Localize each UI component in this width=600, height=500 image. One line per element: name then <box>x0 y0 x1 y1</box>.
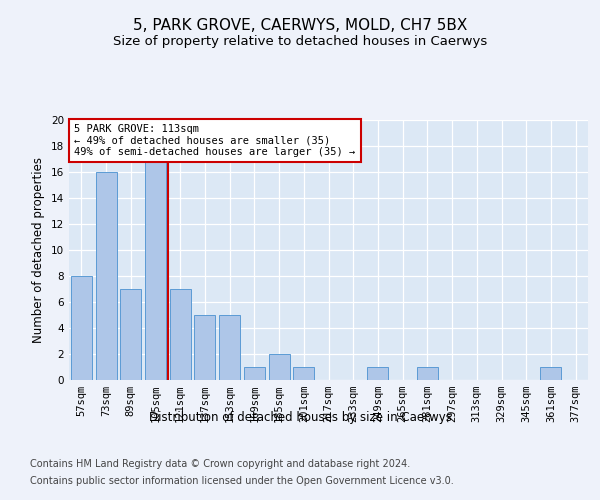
Bar <box>219 315 240 380</box>
Y-axis label: Number of detached properties: Number of detached properties <box>32 157 46 343</box>
Text: 5 PARK GROVE: 113sqm
← 49% of detached houses are smaller (35)
49% of semi-detac: 5 PARK GROVE: 113sqm ← 49% of detached h… <box>74 124 355 157</box>
Bar <box>170 289 191 380</box>
Bar <box>95 172 116 380</box>
Text: Distribution of detached houses by size in Caerwys: Distribution of detached houses by size … <box>149 411 451 424</box>
Bar <box>367 367 388 380</box>
Bar <box>293 367 314 380</box>
Text: Size of property relative to detached houses in Caerwys: Size of property relative to detached ho… <box>113 35 487 48</box>
Bar <box>120 289 141 380</box>
Bar <box>71 276 92 380</box>
Bar <box>417 367 438 380</box>
Bar <box>269 354 290 380</box>
Bar <box>541 367 562 380</box>
Bar <box>244 367 265 380</box>
Text: 5, PARK GROVE, CAERWYS, MOLD, CH7 5BX: 5, PARK GROVE, CAERWYS, MOLD, CH7 5BX <box>133 18 467 32</box>
Bar <box>194 315 215 380</box>
Text: Contains public sector information licensed under the Open Government Licence v3: Contains public sector information licen… <box>30 476 454 486</box>
Text: Contains HM Land Registry data © Crown copyright and database right 2024.: Contains HM Land Registry data © Crown c… <box>30 459 410 469</box>
Bar <box>145 159 166 380</box>
